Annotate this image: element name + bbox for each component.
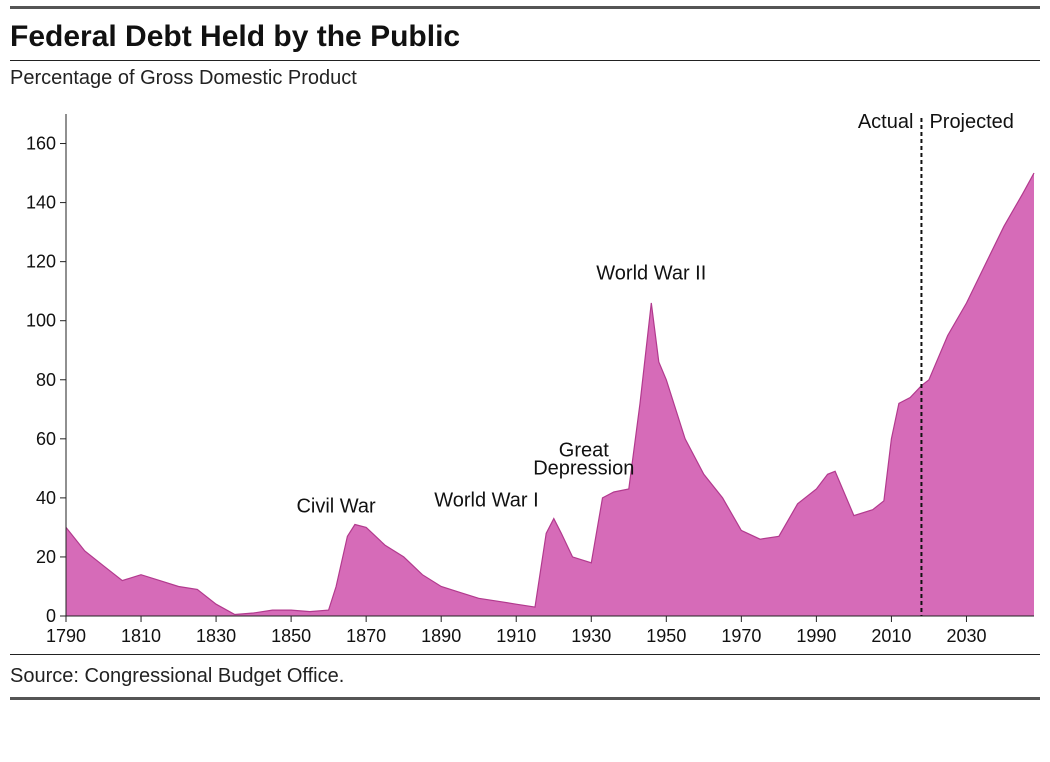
x-tick-label: 1790 — [46, 626, 86, 646]
x-tick-label: 1890 — [421, 626, 461, 646]
y-tick-label: 60 — [36, 429, 56, 449]
y-tick-label: 20 — [36, 547, 56, 567]
y-tick-label: 140 — [26, 193, 56, 213]
y-tick-label: 160 — [26, 134, 56, 154]
x-tick-label: 1930 — [571, 626, 611, 646]
label-actual: Actual — [858, 111, 914, 133]
y-tick-label: 80 — [36, 370, 56, 390]
x-tick-label: 1870 — [346, 626, 386, 646]
y-tick-label: 0 — [46, 606, 56, 626]
x-tick-label: 1830 — [196, 626, 236, 646]
annotation-label: Civil War — [296, 496, 376, 518]
y-tick-label: 120 — [26, 252, 56, 272]
source-text: Source: Congressional Budget Office. — [10, 655, 1040, 694]
x-tick-label: 1970 — [721, 626, 761, 646]
y-tick-label: 100 — [26, 311, 56, 331]
annotation-label: World War I — [434, 490, 538, 512]
x-tick-label: 1950 — [646, 626, 686, 646]
x-tick-label: 1810 — [121, 626, 161, 646]
x-tick-label: 1850 — [271, 626, 311, 646]
chart-area: 0 20 40 60 80 100 120 140 160 1790 1810 1830 1850 187… — [10, 94, 1040, 654]
x-tick-label: 2030 — [946, 626, 986, 646]
debt-area-chart: 0 20 40 60 80 100 120 140 160 1790 1810 1830 1850 187… — [10, 94, 1040, 654]
label-projected: Projected — [929, 111, 1014, 133]
annotation-label: World War II — [596, 262, 706, 284]
top-border-rule — [10, 6, 1040, 9]
x-tick-label: 2010 — [871, 626, 911, 646]
chart-title: Federal Debt Held by the Public — [10, 12, 1040, 60]
bottom-border-rule — [10, 697, 1040, 700]
annotation-label: Depression — [533, 457, 634, 479]
chart-subtitle: Percentage of Gross Domestic Product — [10, 61, 1040, 94]
x-tick-label: 1910 — [496, 626, 536, 646]
x-tick-label: 1990 — [796, 626, 836, 646]
y-tick-label: 40 — [36, 488, 56, 508]
